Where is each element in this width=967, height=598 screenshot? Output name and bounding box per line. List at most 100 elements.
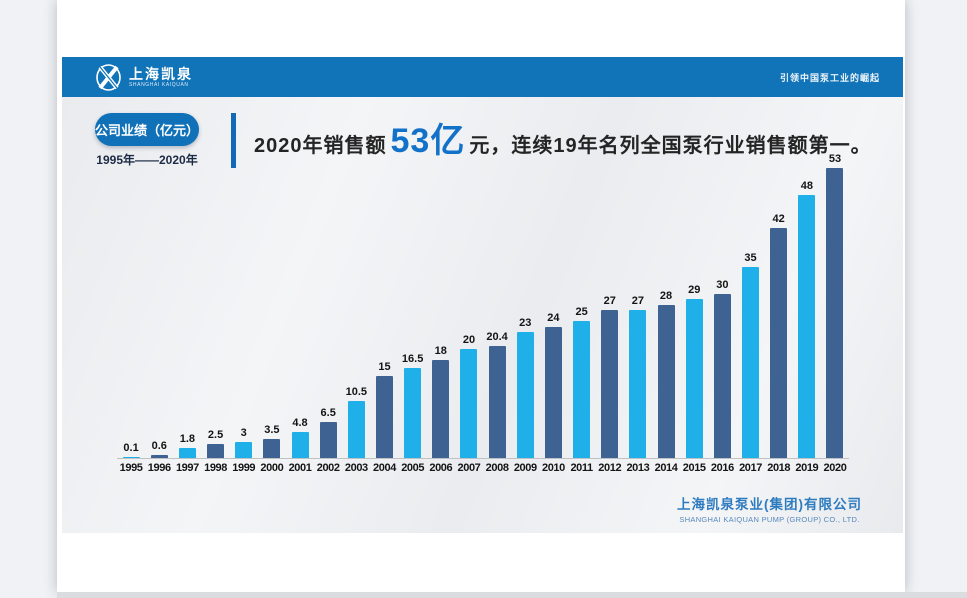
brand-text: 上海凯泉 SHANGHAI KAIQUAN — [129, 66, 193, 88]
company-name-en: SHANGHAI KAIQUAN PUMP (GROUP) CO., LTD. — [679, 515, 860, 524]
bar-column-2019: 48 — [793, 128, 821, 458]
bar-2011 — [573, 321, 591, 458]
bars-row: 0.1 0.6 1.8 2.5 3 3.5 4.8 6.5 10.5 15 16.5 18 20 20.4… — [117, 128, 849, 458]
year-label-2011: 2011 — [570, 462, 593, 474]
bar-value-label-2006: 18 — [434, 344, 447, 357]
bar-value-label-2003: 10.5 — [345, 385, 368, 398]
bar-column-2008: 20.4 — [483, 128, 511, 458]
bar-2003 — [347, 400, 365, 458]
chart-year-range: 1995年——2020年 — [96, 153, 198, 167]
year-label-1999: 1999 — [232, 462, 256, 474]
kaiquan-logo-icon — [96, 63, 121, 91]
bar-value-label-1999: 3 — [240, 426, 247, 439]
year-label-2017: 2017 — [739, 462, 762, 474]
bar-2015 — [685, 299, 703, 458]
year-label-2007: 2007 — [457, 462, 481, 474]
bar-value-label-2014: 28 — [659, 289, 673, 302]
year-label-2004: 2004 — [373, 462, 396, 474]
bar-value-label-1998: 2.5 — [207, 429, 224, 442]
bar-value-label-2016: 30 — [716, 278, 729, 291]
year-label-1996: 1996 — [147, 462, 171, 474]
brand-name-en: SHANGHAI KAIQUAN — [129, 81, 189, 88]
year-label-2002: 2002 — [316, 462, 340, 474]
bar-value-label-2012: 27 — [603, 295, 616, 308]
bar-column-2020: 53 — [821, 128, 849, 458]
sales-bar-chart: 0.1 0.6 1.8 2.5 3 3.5 4.8 6.5 10.5 15 16.5 18 20 20.4… — [117, 128, 849, 474]
bar-value-label-2011: 25 — [575, 306, 588, 319]
bar-column-2000: 3.5 — [258, 128, 286, 458]
bar-value-label-2001: 4.8 — [292, 416, 308, 429]
year-label-2000: 2000 — [260, 462, 284, 474]
bar-column-2004: 15 — [370, 128, 398, 458]
year-label-2012: 2012 — [598, 462, 622, 474]
bar-column-2017: 35 — [736, 128, 764, 458]
company-signature: 上海凯泉泵业(集团)有限公司 SHANGHAI KAIQUAN PUMP (GR… — [677, 493, 862, 524]
bar-value-label-2010: 24 — [547, 311, 560, 324]
bar-column-1998: 2.5 — [201, 128, 229, 458]
bar-value-label-2002: 6.5 — [320, 407, 336, 420]
bar-value-label-2007: 20 — [462, 333, 476, 346]
year-label-1995: 1995 — [119, 462, 143, 474]
bar-2013 — [629, 310, 647, 458]
bar-1998 — [207, 444, 225, 458]
bar-value-label-2020: 53 — [828, 153, 842, 165]
year-label-2008: 2008 — [485, 462, 509, 474]
bar-value-label-2009: 23 — [519, 317, 532, 330]
slide-body: 公司业绩（亿元） 1995年——2020年 2020年销售额 53亿 元，连续1… — [62, 97, 903, 533]
bar-column-2012: 27 — [596, 128, 624, 458]
bar-column-1995: 0.1 — [117, 128, 145, 458]
year-label-2003: 2003 — [344, 462, 368, 474]
bar-value-label-1997: 1.8 — [179, 433, 196, 446]
bar-column-2011: 25 — [568, 128, 596, 458]
bar-2016 — [713, 293, 731, 458]
bar-1996 — [150, 454, 168, 458]
bar-column-2005: 16.5 — [399, 128, 427, 458]
year-label-1997: 1997 — [175, 462, 199, 474]
bar-column-2013: 27 — [624, 128, 652, 458]
bar-value-label-1995: 0.1 — [123, 442, 139, 454]
bar-2007 — [460, 348, 478, 458]
headline-highlight: 53亿 — [390, 122, 466, 160]
bar-column-2003: 10.5 — [342, 128, 370, 458]
bar-2002 — [319, 422, 337, 458]
bar-column-2006: 18 — [427, 128, 455, 458]
headline-accent-bar — [231, 113, 236, 168]
company-name-cn: 上海凯泉泵业(集团)有限公司 — [677, 497, 862, 512]
bar-column-1996: 0.6 — [145, 128, 173, 458]
bottom-edge-strip — [57, 592, 967, 598]
bar-column-1997: 1.8 — [173, 128, 201, 458]
year-label-2010: 2010 — [541, 462, 565, 474]
year-label-2001: 2001 — [288, 462, 312, 474]
year-label-2014: 2014 — [654, 462, 678, 474]
headline-prefix: 2020年销售额 — [254, 135, 387, 157]
bar-value-label-2008: 20.4 — [486, 331, 508, 344]
bar-column-2016: 30 — [708, 128, 736, 458]
bar-2006 — [432, 359, 450, 458]
bar-2018 — [770, 228, 788, 458]
chart-title-badge: 公司业绩（亿元） — [95, 113, 199, 146]
bar-2012 — [601, 310, 619, 458]
bar-1999 — [235, 441, 253, 458]
company-logo: 上海凯泉 SHANGHAI KAIQUAN — [95, 63, 193, 91]
headline-suffix: 元，连续19年名列全国泵行业销售额第一。 — [469, 135, 872, 157]
bar-2020 — [826, 168, 844, 458]
year-label-2009: 2009 — [513, 462, 537, 474]
bar-value-label-2000: 3.5 — [264, 423, 280, 436]
bar-column-2015: 29 — [680, 128, 708, 458]
year-label-2020: 2020 — [823, 462, 847, 474]
bar-value-label-2013: 27 — [631, 295, 645, 308]
year-label-2013: 2013 — [626, 462, 650, 474]
bar-column-1999: 3 — [230, 128, 258, 458]
bar-column-2002: 6.5 — [314, 128, 342, 458]
header-bar: 上海凯泉 SHANGHAI KAIQUAN 引领中国泵工业的崛起 — [62, 57, 903, 97]
headline: 2020年销售额 53亿 元，连续19年名列全国泵行业销售额第一。 — [254, 115, 872, 167]
bar-value-label-2018: 42 — [772, 213, 785, 226]
year-label-2005: 2005 — [401, 462, 425, 474]
bar-2019 — [798, 195, 816, 458]
bar-2005 — [404, 367, 422, 458]
year-label-2018: 2018 — [767, 462, 791, 474]
year-label-2019: 2019 — [795, 462, 819, 474]
bar-column-2014: 28 — [652, 128, 680, 458]
bar-column-2018: 42 — [765, 128, 793, 458]
year-label-1998: 1998 — [204, 462, 227, 474]
